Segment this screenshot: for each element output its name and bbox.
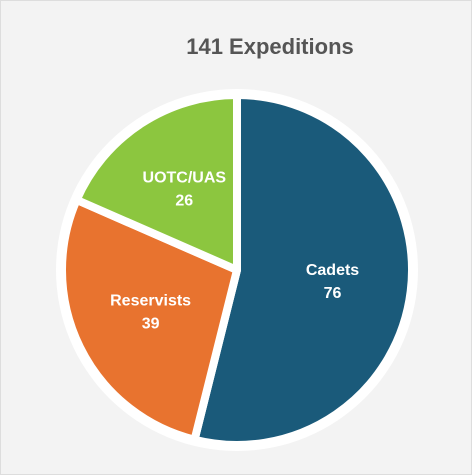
chart-title: 141 Expeditions [186,34,354,59]
slice-label: UOTC/UAS [143,170,227,187]
slice-value: 39 [142,316,160,333]
pie-slice [190,91,416,449]
slice-value: 26 [175,193,193,210]
slice-value: 76 [324,285,342,302]
slice-label: Reservists [110,293,191,310]
pie-slice [72,91,241,274]
pie-slice [58,195,241,444]
slice-label: Cadets [306,262,359,279]
